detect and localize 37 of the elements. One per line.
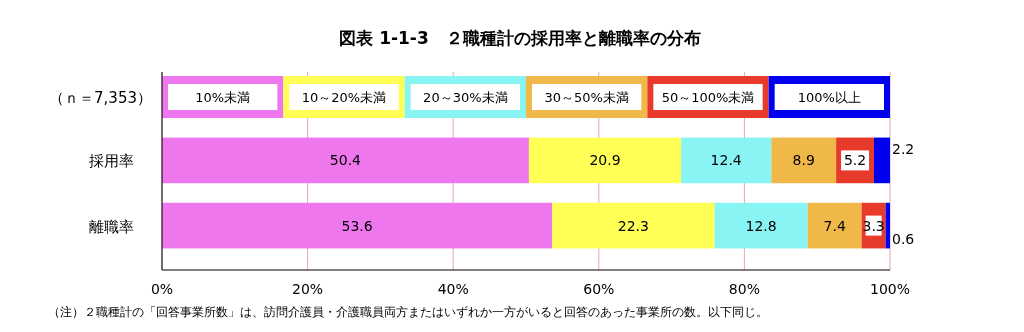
y-tick-label: 離職率 — [89, 217, 134, 236]
bar — [552, 202, 715, 249]
bar — [807, 202, 862, 249]
text: 30～50%未満 — [544, 90, 629, 105]
x-tick-label: 80% — [728, 281, 760, 297]
text: 50～100%未満 — [661, 90, 755, 105]
text: 100%以上 — [797, 90, 861, 105]
data-label: 12.4 — [710, 152, 742, 169]
data-label: 7.4 — [823, 217, 846, 234]
text: 10～20%未満 — [301, 90, 387, 105]
bar — [873, 137, 890, 184]
bar — [528, 137, 682, 184]
legend-title: （ｎ＝7,353） — [49, 89, 152, 107]
text: （注）２職種計の「回答事業所数」は、訪問介護員・介護職員両方またはいずれか一方がいると回答のあった事業所の数。以下同じ。 — [48, 305, 768, 319]
x-tick-label: 20% — [292, 281, 324, 297]
data-label: 50.4 — [329, 152, 362, 169]
x-tick-label: 100% — [869, 281, 911, 297]
bar — [714, 202, 808, 249]
bar — [162, 137, 529, 184]
bar — [885, 202, 890, 249]
data-label: 22.3 — [617, 217, 649, 234]
data-label: 2.2 — [892, 140, 915, 157]
data-label: 53.6 — [341, 217, 373, 234]
x-tick-label: 40% — [437, 281, 469, 297]
x-tick-label: 0% — [150, 281, 174, 297]
text: 10%未満 — [195, 90, 251, 105]
data-label: 8.9 — [792, 152, 815, 169]
data-label: 12.8 — [745, 217, 777, 234]
y-tick-label: 採用率 — [89, 152, 134, 171]
data-label: 20.9 — [589, 152, 621, 169]
bar — [162, 202, 553, 249]
x-tick-label: 60% — [583, 281, 615, 297]
bar — [771, 137, 837, 184]
bar — [681, 137, 772, 184]
data-label: 0.6 — [892, 231, 915, 248]
text: 20～30%未満 — [423, 90, 508, 105]
chart-title: 図表 1-1-3 ２職種計の採用率と離職率の分布 — [339, 28, 701, 48]
